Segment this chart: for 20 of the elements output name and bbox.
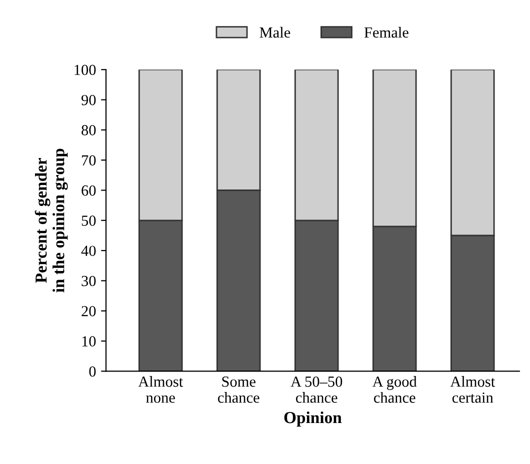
x-tick-label: A 50–50 chance — [290, 376, 342, 403]
y-tick-label: 90 — [81, 94, 96, 106]
legend-label: Female — [364, 26, 408, 38]
y-tick-label: 10 — [82, 336, 96, 346]
y-tick-label: 70 — [82, 155, 96, 166]
y-tick-label: 0 — [89, 366, 96, 377]
x-tick-label: Some chance — [218, 376, 260, 403]
x-axis-title: Opinion — [284, 411, 342, 427]
y-tick-label: 60 — [82, 185, 96, 196]
y-tick-label: 30 — [82, 276, 96, 286]
y-tick-label: 50 — [82, 216, 96, 226]
y-axis-title: Percent of gender in the opinion group — [34, 148, 68, 292]
y-tick-label: 20 — [82, 306, 96, 316]
y-tick-label: 80 — [82, 125, 96, 136]
x-tick-label: A good chance — [372, 376, 417, 403]
legend-label: Male — [260, 26, 290, 38]
y-tick-label: 40 — [81, 246, 96, 256]
y-tick-label: 100 — [74, 64, 96, 76]
x-tick-label: Almost none — [138, 376, 184, 403]
x-tick-label: Almost certain — [450, 376, 496, 403]
